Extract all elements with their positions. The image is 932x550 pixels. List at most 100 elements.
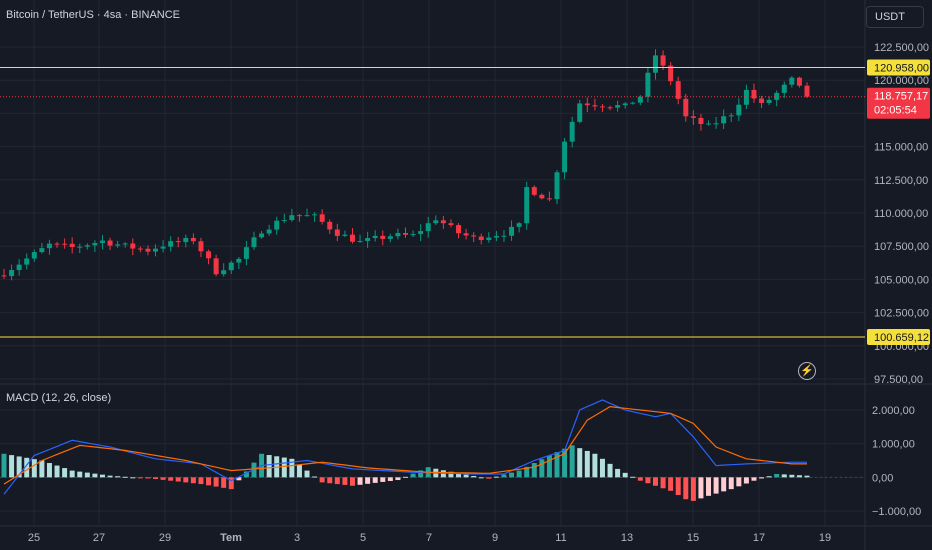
time-axis-label: 29 bbox=[159, 532, 171, 544]
macd-histogram-bar bbox=[403, 476, 408, 478]
candle bbox=[683, 93, 689, 122]
macd-histogram-bar bbox=[546, 455, 552, 478]
lightning-icon[interactable]: ⚡ bbox=[798, 362, 816, 380]
candle bbox=[380, 230, 386, 246]
candle-body bbox=[54, 243, 60, 245]
candle-body bbox=[743, 89, 749, 105]
candle bbox=[395, 228, 401, 240]
macd-histogram-bar bbox=[46, 463, 52, 478]
macd-histogram-bar bbox=[175, 477, 181, 482]
candle-body bbox=[365, 238, 371, 241]
candle-body bbox=[342, 234, 348, 236]
macd-histogram-bar bbox=[418, 470, 424, 478]
candle-body bbox=[334, 229, 340, 236]
candle bbox=[107, 237, 113, 251]
lower-level-tag-text: 100.659,12 bbox=[874, 332, 929, 344]
macd-histogram-bar bbox=[349, 477, 355, 486]
candle-body bbox=[751, 89, 757, 99]
upper-level-tag-text: 120.958,00 bbox=[874, 62, 929, 74]
macd-histogram-bar bbox=[107, 475, 113, 478]
macd-histogram-bar bbox=[486, 477, 492, 479]
candle-body bbox=[554, 172, 560, 200]
macd-histogram-bar bbox=[24, 457, 30, 478]
candle bbox=[304, 208, 310, 217]
macd-histogram-bar bbox=[728, 477, 734, 490]
candle bbox=[433, 215, 439, 226]
macd-histogram-bar bbox=[577, 448, 583, 478]
candle-body bbox=[175, 241, 181, 243]
candle-body bbox=[24, 258, 30, 265]
time-axis-label: 15 bbox=[687, 532, 699, 544]
candle bbox=[637, 95, 643, 106]
upper-level-tag: 120.958,00 bbox=[867, 59, 930, 76]
macd-histogram-bar bbox=[122, 476, 128, 478]
candle bbox=[592, 98, 598, 111]
candle-body bbox=[698, 117, 704, 124]
candle-body bbox=[274, 220, 280, 230]
candle-body bbox=[569, 121, 575, 142]
price-axis-label: 97.500,00 bbox=[874, 374, 923, 386]
macd-histogram-bar bbox=[478, 477, 484, 479]
macd-histogram-bar bbox=[759, 477, 765, 479]
candle-body bbox=[448, 223, 454, 226]
macd-histogram-bar bbox=[130, 477, 136, 479]
candle-body bbox=[607, 107, 613, 109]
candle-body bbox=[107, 240, 113, 246]
macd-axis-label: 1.000,00 bbox=[872, 439, 915, 451]
macd-histogram-bar bbox=[289, 458, 295, 478]
macd-histogram-bar bbox=[456, 473, 462, 478]
macd-histogram-bar bbox=[228, 477, 234, 490]
candle-body bbox=[327, 221, 333, 230]
time-axis-label: Tem bbox=[220, 532, 242, 544]
macd-histogram-bar bbox=[168, 477, 174, 481]
candle bbox=[334, 223, 340, 242]
candle bbox=[766, 96, 772, 106]
candle-body bbox=[183, 237, 189, 243]
time-axis-label: 17 bbox=[753, 532, 765, 544]
candle bbox=[471, 232, 477, 243]
macd-histogram-bar bbox=[395, 477, 401, 481]
macd-histogram-bar bbox=[69, 470, 75, 478]
candle-body bbox=[433, 220, 439, 224]
candle bbox=[456, 223, 462, 239]
candle bbox=[16, 259, 22, 276]
candle-body bbox=[259, 233, 265, 238]
price-axis-label: 115.000,00 bbox=[874, 142, 928, 154]
macd-histogram-bar bbox=[569, 445, 575, 478]
candle-body bbox=[403, 233, 408, 235]
candle bbox=[463, 228, 469, 240]
macd-histogram-bar bbox=[372, 477, 378, 483]
candle-body bbox=[153, 248, 159, 252]
candle-body bbox=[516, 223, 522, 227]
candle-body bbox=[221, 270, 227, 275]
candle bbox=[562, 137, 568, 180]
currency-button[interactable]: USDT bbox=[866, 6, 924, 28]
candle-body bbox=[198, 241, 204, 252]
macd-histogram-bar bbox=[493, 476, 499, 478]
candle-body bbox=[804, 85, 810, 97]
candle-body bbox=[759, 98, 765, 103]
macd-histogram-bar bbox=[206, 477, 212, 486]
current-price-tag-text: 118.757,17 bbox=[874, 91, 928, 103]
time-axis-label: 19 bbox=[819, 532, 831, 544]
candle bbox=[721, 109, 727, 130]
macd-histogram-bar bbox=[99, 474, 105, 478]
candle bbox=[115, 240, 121, 248]
candle-body bbox=[289, 215, 295, 221]
current-price-tag-bg bbox=[867, 87, 930, 119]
symbol-title[interactable]: Bitcoin / TetherUS · 4sa · BINANCE bbox=[6, 9, 181, 21]
candle-body bbox=[668, 65, 674, 82]
candle bbox=[501, 230, 507, 242]
candle bbox=[319, 209, 325, 225]
candle-body bbox=[531, 187, 537, 195]
candle bbox=[645, 67, 651, 103]
candle-body bbox=[190, 237, 196, 242]
candle bbox=[175, 237, 181, 248]
macd-legend[interactable]: MACD (12, 26, close) bbox=[6, 392, 112, 404]
macd-histogram-bar bbox=[766, 476, 772, 478]
macd-histogram-bar bbox=[243, 471, 249, 478]
candle-body bbox=[168, 241, 174, 247]
candle bbox=[751, 83, 757, 103]
candle-body bbox=[1, 275, 7, 277]
